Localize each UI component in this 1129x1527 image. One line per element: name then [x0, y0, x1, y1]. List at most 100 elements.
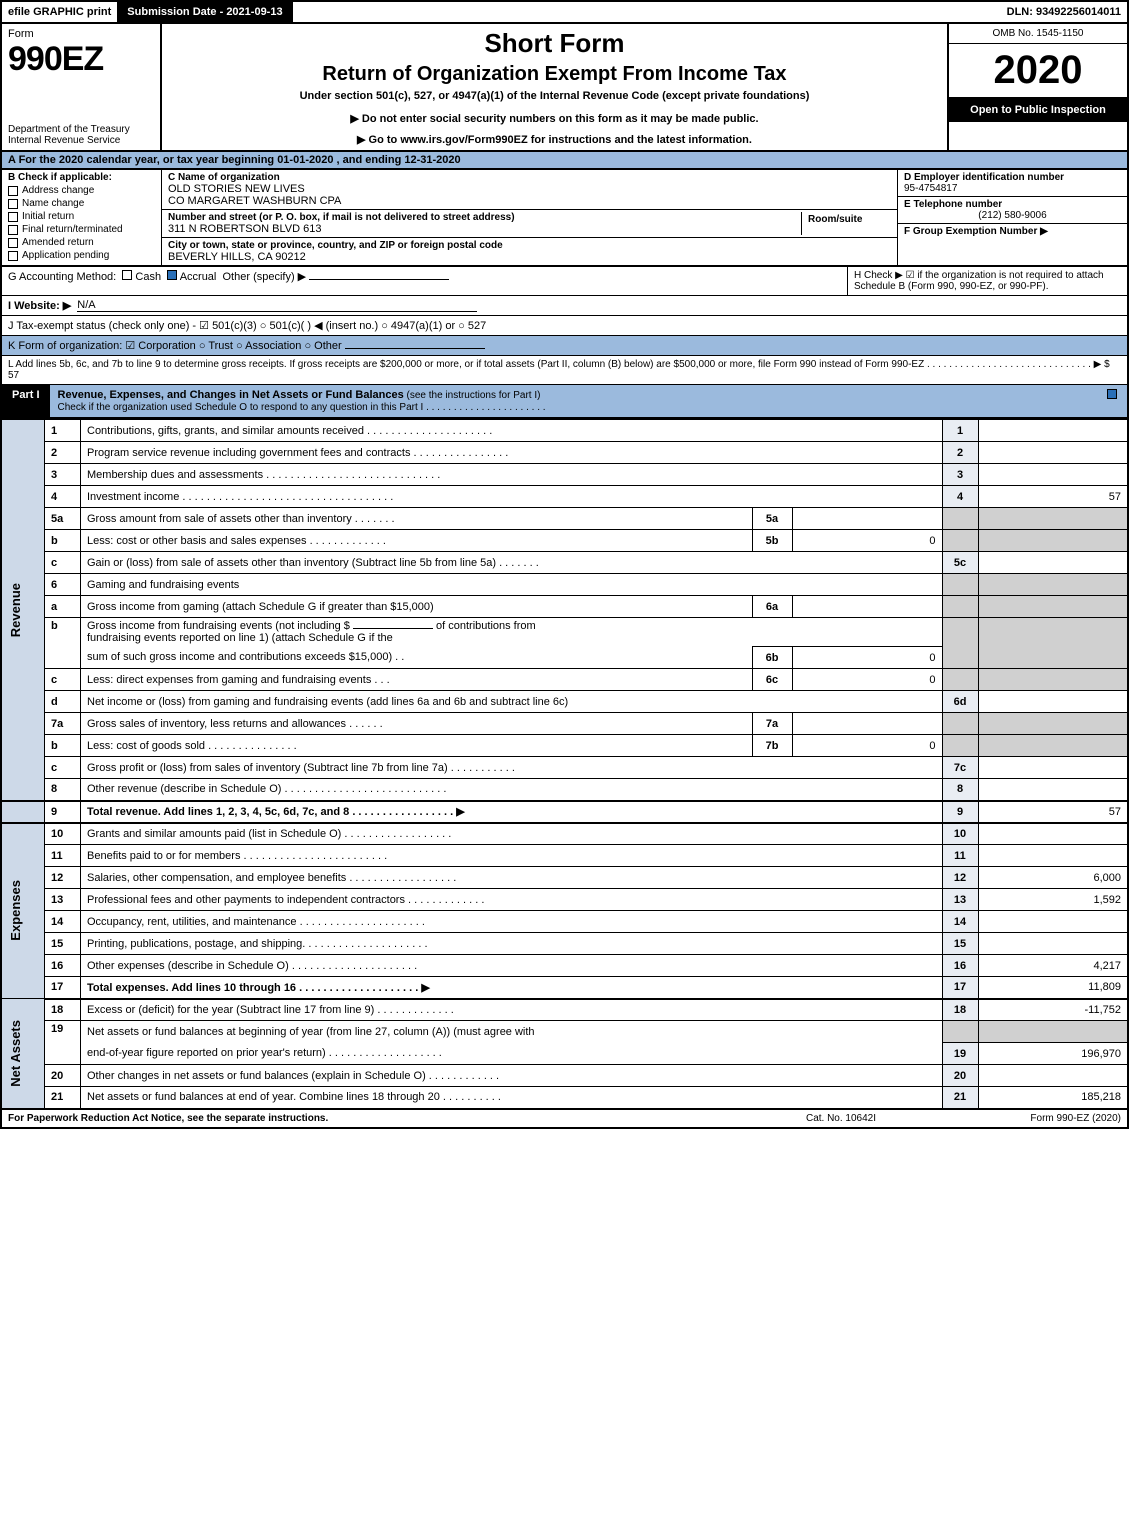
- col-c-org: C Name of organization OLD STORIES NEW L…: [162, 170, 897, 265]
- table-row: Revenue 1 Contributions, gifts, grants, …: [1, 420, 1128, 442]
- side-net-assets: Net Assets: [1, 999, 45, 1109]
- efile-print[interactable]: efile GRAPHIC print: [2, 6, 117, 18]
- label-amended-return: Amended return: [22, 237, 94, 248]
- table-row: 16 Other expenses (describe in Schedule …: [1, 955, 1128, 977]
- c-street: 311 N ROBERTSON BLVD 613: [168, 223, 801, 235]
- table-row: 2 Program service revenue including gove…: [1, 442, 1128, 464]
- row-a-tax-year: A For the 2020 calendar year, or tax yea…: [0, 152, 1129, 170]
- side-revenue: Revenue: [1, 420, 45, 801]
- cb-address-change[interactable]: [8, 186, 18, 196]
- table-row: 17 Total expenses. Add lines 10 through …: [1, 977, 1128, 999]
- e-phone-label: E Telephone number: [904, 199, 1121, 210]
- g-label: G Accounting Method:: [8, 271, 116, 283]
- cb-initial-return[interactable]: [8, 212, 18, 222]
- omb-number: OMB No. 1545-1150: [949, 24, 1127, 44]
- table-row: b Gross income from fundraising events (…: [1, 618, 1128, 647]
- cb-cash[interactable]: [122, 270, 132, 280]
- table-row: b Less: cost of goods sold . . . . . . .…: [1, 735, 1128, 757]
- f-group-label: F Group Exemption Number ▶: [904, 226, 1121, 237]
- cb-final-return[interactable]: [8, 225, 18, 235]
- table-row: 13 Professional fees and other payments …: [1, 889, 1128, 911]
- open-to-public: Open to Public Inspection: [949, 98, 1127, 122]
- label-other: Other (specify) ▶: [223, 271, 307, 283]
- table-row: Expenses 10 Grants and similar amounts p…: [1, 823, 1128, 845]
- footer-paperwork: For Paperwork Reduction Act Notice, see …: [8, 1113, 741, 1124]
- label-initial-return: Initial return: [22, 211, 74, 222]
- col-de: D Employer identification number 95-4754…: [897, 170, 1127, 265]
- table-row: 7a Gross sales of inventory, less return…: [1, 713, 1128, 735]
- part-1-title: Revenue, Expenses, and Changes in Net As…: [58, 389, 404, 401]
- table-row: 8 Other revenue (describe in Schedule O)…: [1, 779, 1128, 801]
- label-app-pending: Application pending: [22, 250, 109, 261]
- cb-schedule-o: [1107, 389, 1117, 399]
- cb-name-change[interactable]: [8, 199, 18, 209]
- header-left: Form 990EZ Department of the Treasury In…: [2, 24, 162, 150]
- h-check: H Check ▶ ☑ if the organization is not r…: [847, 267, 1127, 295]
- top-bar: efile GRAPHIC print Submission Date - 20…: [0, 0, 1129, 24]
- table-row: c Gain or (loss) from sale of assets oth…: [1, 552, 1128, 574]
- table-row: 20 Other changes in net assets or fund b…: [1, 1065, 1128, 1087]
- table-row: end-of-year figure reported on prior yea…: [1, 1043, 1128, 1065]
- irs: Internal Revenue Service: [8, 135, 154, 146]
- table-row: 19 Net assets or fund balances at beginn…: [1, 1021, 1128, 1043]
- block-identity: B Check if applicable: Address change Na…: [0, 170, 1129, 267]
- row-k: K Form of organization: ☑ Corporation ○ …: [0, 336, 1129, 356]
- part-1-checkbox[interactable]: [1097, 385, 1127, 417]
- go-to-link[interactable]: ▶ Go to www.irs.gov/Form990EZ for instru…: [170, 133, 939, 146]
- table-row: d Net income or (loss) from gaming and f…: [1, 691, 1128, 713]
- b-head: B Check if applicable:: [8, 172, 155, 183]
- dln: DLN: 93492256014011: [1001, 6, 1127, 18]
- part-1-header: Part I Revenue, Expenses, and Changes in…: [0, 385, 1129, 419]
- k-form-org: K Form of organization: ☑ Corporation ○ …: [8, 340, 342, 352]
- i-label: I Website: ▶: [8, 299, 71, 312]
- header-right: OMB No. 1545-1150 2020 Open to Public In…: [947, 24, 1127, 150]
- form-label: Form: [8, 28, 154, 40]
- cb-amended-return[interactable]: [8, 238, 18, 248]
- line-desc: Contributions, gifts, grants, and simila…: [81, 420, 943, 442]
- col-b-checks: B Check if applicable: Address change Na…: [2, 170, 162, 265]
- table-row: 14 Occupancy, rent, utilities, and maint…: [1, 911, 1128, 933]
- table-row: c Gross profit or (loss) from sales of i…: [1, 757, 1128, 779]
- label-accrual: Accrual: [180, 271, 217, 283]
- do-not-enter: ▶ Do not enter social security numbers o…: [170, 112, 939, 125]
- line-rval: [978, 420, 1128, 442]
- table-row: a Gross income from gaming (attach Sched…: [1, 596, 1128, 618]
- table-row: 12 Salaries, other compensation, and emp…: [1, 867, 1128, 889]
- table-row: 15 Printing, publications, postage, and …: [1, 933, 1128, 955]
- line-rnum: 1: [942, 420, 978, 442]
- d-ein-value: 95-4754817: [904, 183, 1121, 194]
- under-section: Under section 501(c), 527, or 4947(a)(1)…: [170, 90, 939, 102]
- short-form: Short Form: [170, 28, 939, 59]
- table-row: b Less: cost or other basis and sales ex…: [1, 530, 1128, 552]
- cb-app-pending[interactable]: [8, 251, 18, 261]
- cb-accrual[interactable]: [167, 270, 177, 280]
- part-1-table: Revenue 1 Contributions, gifts, grants, …: [0, 419, 1129, 1110]
- other-specify-blank[interactable]: [309, 279, 449, 280]
- table-row: Net Assets 18 Excess or (deficit) for th…: [1, 999, 1128, 1021]
- row-l: L Add lines 5b, 6c, and 7b to line 9 to …: [0, 356, 1129, 385]
- footer-form: Form 990-EZ (2020): [941, 1113, 1121, 1124]
- j-tax-exempt: J Tax-exempt status (check only one) - ☑…: [8, 319, 486, 332]
- label-cash: Cash: [135, 271, 161, 283]
- c-city: BEVERLY HILLS, CA 90212: [168, 251, 891, 263]
- table-row: 6 Gaming and fundraising events: [1, 574, 1128, 596]
- table-row: 3 Membership dues and assessments . . . …: [1, 464, 1128, 486]
- 6b-blank[interactable]: [353, 628, 433, 629]
- form-number: 990EZ: [8, 40, 154, 79]
- c-street-label: Number and street (or P. O. box, if mail…: [168, 212, 801, 223]
- side-expenses: Expenses: [1, 823, 45, 999]
- i-website: N/A: [77, 299, 477, 312]
- label-address-change: Address change: [22, 185, 94, 196]
- table-row: 11 Benefits paid to or for members . . .…: [1, 845, 1128, 867]
- c-room-label: Room/suite: [808, 214, 885, 225]
- table-row: c Less: direct expenses from gaming and …: [1, 669, 1128, 691]
- k-other-blank[interactable]: [345, 348, 485, 349]
- tax-year: 2020: [949, 44, 1127, 98]
- table-row: 21 Net assets or fund balances at end of…: [1, 1087, 1128, 1109]
- table-row: 5a Gross amount from sale of assets othe…: [1, 508, 1128, 530]
- c-name-1: OLD STORIES NEW LIVES: [168, 183, 891, 195]
- c-city-label: City or town, state or province, country…: [168, 240, 891, 251]
- line-num: 1: [45, 420, 81, 442]
- c-name-label: C Name of organization: [168, 172, 891, 183]
- row-g-h: G Accounting Method: Cash Accrual Other …: [0, 267, 1129, 296]
